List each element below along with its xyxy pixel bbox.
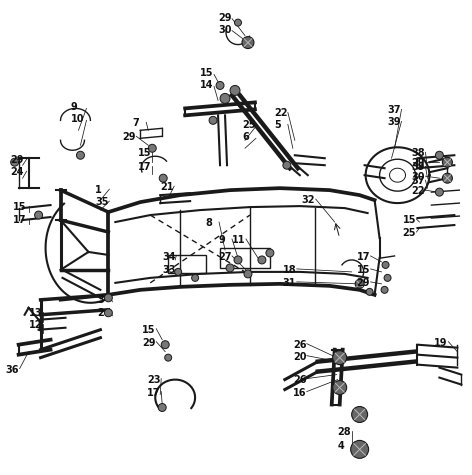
Text: 26: 26	[293, 375, 306, 385]
Circle shape	[435, 151, 443, 159]
Circle shape	[11, 158, 18, 166]
Bar	[220, 248, 270, 268]
Circle shape	[230, 86, 240, 95]
Text: 20: 20	[293, 352, 306, 361]
Text: 14: 14	[200, 80, 214, 90]
Text: 24: 24	[11, 167, 24, 177]
Text: 30: 30	[412, 172, 425, 182]
Circle shape	[333, 351, 346, 365]
Circle shape	[165, 354, 172, 361]
Circle shape	[209, 116, 217, 124]
Text: 39: 39	[388, 117, 401, 127]
Text: 7: 7	[132, 118, 139, 128]
Text: 28: 28	[337, 428, 351, 437]
Text: 9: 9	[218, 235, 225, 245]
Text: 10: 10	[70, 114, 84, 124]
Circle shape	[158, 403, 166, 411]
Text: 31: 31	[283, 278, 296, 288]
Circle shape	[242, 37, 254, 48]
Text: 15: 15	[142, 325, 156, 335]
Text: 17: 17	[13, 215, 26, 225]
Circle shape	[175, 268, 182, 276]
Circle shape	[283, 161, 291, 169]
Text: 3: 3	[97, 295, 104, 305]
Circle shape	[366, 288, 373, 295]
Text: 29: 29	[412, 158, 425, 168]
Circle shape	[159, 174, 167, 182]
Text: 1: 1	[95, 185, 102, 195]
Text: 2: 2	[97, 308, 104, 318]
Circle shape	[161, 341, 169, 349]
Text: 17: 17	[138, 162, 152, 172]
Circle shape	[148, 144, 156, 152]
Text: 9: 9	[70, 103, 77, 113]
Text: 15: 15	[403, 215, 416, 225]
Circle shape	[235, 19, 242, 26]
Text: 23: 23	[147, 375, 161, 385]
Circle shape	[76, 151, 84, 159]
Circle shape	[435, 188, 443, 196]
Text: 39: 39	[412, 162, 425, 172]
Text: 36: 36	[6, 365, 19, 375]
Text: 37: 37	[412, 176, 425, 186]
Bar	[168, 255, 206, 273]
Text: 15: 15	[200, 68, 214, 78]
Text: 15: 15	[357, 265, 370, 275]
Text: 21: 21	[160, 182, 174, 192]
Circle shape	[226, 264, 234, 272]
Circle shape	[216, 81, 224, 89]
Text: 30: 30	[218, 25, 232, 35]
Text: 15: 15	[138, 148, 152, 158]
Text: 22: 22	[274, 108, 287, 118]
Text: 25: 25	[403, 228, 416, 238]
Text: 12: 12	[29, 320, 42, 330]
Text: 11: 11	[232, 235, 245, 245]
Text: 38: 38	[412, 148, 425, 158]
Circle shape	[442, 157, 452, 167]
Text: 29: 29	[11, 155, 24, 165]
Circle shape	[192, 275, 199, 281]
Text: 17: 17	[357, 252, 370, 262]
Circle shape	[355, 279, 364, 288]
Text: 29: 29	[122, 133, 136, 142]
Text: 13: 13	[29, 308, 42, 318]
Circle shape	[244, 270, 252, 278]
Circle shape	[258, 256, 266, 264]
Text: 33: 33	[162, 265, 176, 275]
Circle shape	[333, 380, 346, 395]
Text: 37: 37	[388, 105, 401, 115]
Text: 27: 27	[218, 252, 232, 262]
Text: 32: 32	[302, 195, 315, 205]
Text: 34: 34	[162, 252, 176, 262]
Text: 22: 22	[412, 186, 425, 196]
Text: 16: 16	[293, 388, 306, 398]
Circle shape	[220, 94, 230, 104]
Text: 29: 29	[142, 338, 156, 348]
Text: 26: 26	[293, 340, 306, 350]
Circle shape	[104, 294, 112, 302]
Circle shape	[352, 407, 368, 422]
Text: 19: 19	[434, 338, 448, 348]
Circle shape	[34, 211, 42, 219]
Circle shape	[381, 286, 388, 294]
Text: 6: 6	[242, 133, 249, 142]
Text: 5: 5	[274, 120, 281, 130]
Text: 25: 25	[242, 120, 255, 130]
Text: 15: 15	[13, 202, 26, 212]
Text: 8: 8	[205, 218, 212, 228]
Text: 29: 29	[357, 278, 370, 288]
Text: 4: 4	[337, 441, 345, 451]
Text: 17: 17	[147, 388, 161, 398]
Circle shape	[234, 256, 242, 264]
Text: 35: 35	[95, 197, 109, 207]
Circle shape	[382, 261, 389, 268]
Text: 29: 29	[218, 13, 232, 23]
Circle shape	[384, 275, 391, 281]
Text: 18: 18	[283, 265, 296, 275]
Circle shape	[104, 309, 112, 317]
Circle shape	[266, 249, 274, 257]
Circle shape	[351, 440, 369, 458]
Circle shape	[442, 173, 452, 183]
